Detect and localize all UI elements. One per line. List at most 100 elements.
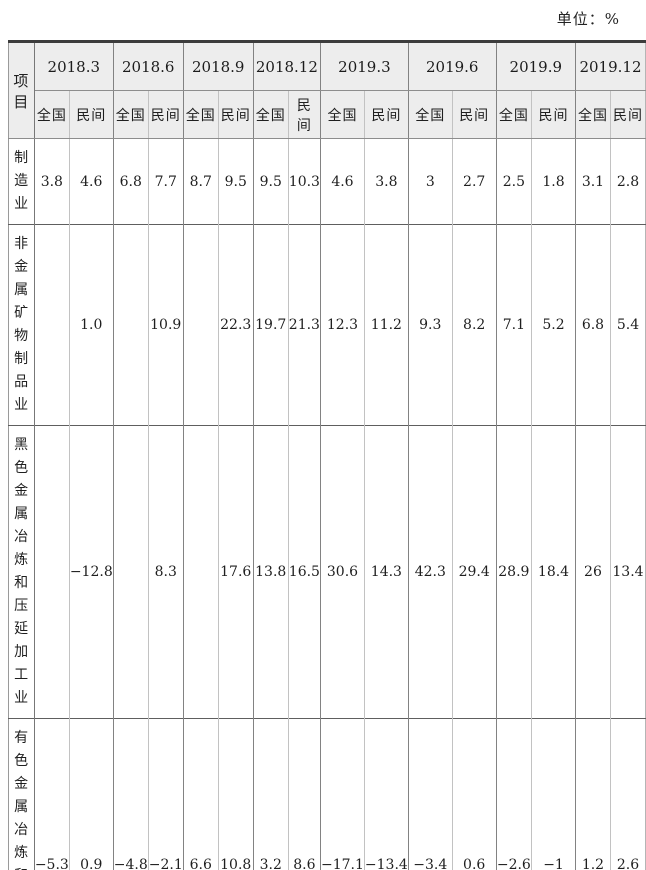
cell-value: 2.6 bbox=[609, 718, 646, 870]
cell-value: 13.4 bbox=[609, 425, 646, 719]
unit-label: 单位：% bbox=[556, 10, 620, 28]
cell-value: 30.6 bbox=[320, 425, 365, 719]
period-header: 2018.9 bbox=[182, 41, 254, 91]
cell-value: 3 bbox=[407, 138, 453, 225]
subheader-national: 全国 bbox=[252, 90, 289, 139]
subheader-private: 民间 bbox=[363, 90, 409, 139]
cell-value: −4.8 bbox=[112, 718, 149, 870]
period-header: 2019.3 bbox=[320, 41, 409, 91]
cell-value: 18.4 bbox=[531, 425, 576, 719]
cell-value: −17.1 bbox=[320, 718, 365, 870]
cell-value: −12.8 bbox=[68, 425, 114, 719]
table-row: 制造业 3.8 4.6 6.8 7.7 8.7 9.5 9.5 10.3 4.6 3.8 3 2.7 2.… bbox=[8, 138, 646, 225]
cell-value: 5.4 bbox=[609, 224, 646, 426]
cell-value: −2.6 bbox=[495, 718, 532, 870]
cell-value: 0.9 bbox=[68, 718, 114, 870]
subheader-private: 民间 bbox=[609, 90, 646, 139]
table-row: 有色金属 冶炼和压 延加工业−5.30.9−4.8−2.16.610.83.28… bbox=[8, 718, 646, 870]
cell-value: 3.8 bbox=[363, 138, 409, 225]
cell-value: 2.7 bbox=[451, 138, 497, 225]
cell-value: 7.7 bbox=[147, 138, 184, 225]
cell-value: 5.2 bbox=[531, 224, 576, 426]
cell-value: 0.6 bbox=[451, 718, 497, 870]
period-header: 2018.6 bbox=[112, 41, 184, 91]
cell-value: 2.5 bbox=[495, 138, 532, 225]
cell-value: 9.5 bbox=[252, 138, 289, 225]
subheader-private: 民间 bbox=[217, 90, 254, 139]
cell-value: 19.7 bbox=[252, 224, 289, 426]
subheader-national: 全国 bbox=[574, 90, 611, 139]
cell-value: 10.3 bbox=[287, 138, 321, 225]
cell-value: 1.0 bbox=[68, 224, 114, 426]
cell-value bbox=[33, 425, 70, 719]
cell-value: 10.9 bbox=[147, 224, 184, 426]
subheader-private: 民间 bbox=[451, 90, 497, 139]
table-header: 项目 2018.3 2018.6 2018.9 2018.12 2019.3 2019.6… bbox=[8, 41, 646, 139]
cell-value: 1.8 bbox=[531, 138, 576, 225]
cell-value: 10.8 bbox=[217, 718, 254, 870]
corner-header: 项目 bbox=[8, 41, 35, 139]
cell-value: 6.8 bbox=[574, 224, 611, 426]
cell-value: 13.8 bbox=[252, 425, 289, 719]
cell-value: 21.3 bbox=[287, 224, 321, 426]
table-row: 非金属矿 物制 品业 1.0 10.9 22.3 19.7 21.3 12.3 11.2 9.3… bbox=[8, 224, 646, 426]
cell-value bbox=[112, 425, 149, 719]
subheader-national: 全国 bbox=[407, 90, 453, 139]
period-header: 2018.3 bbox=[33, 41, 114, 91]
subheader-national: 全国 bbox=[495, 90, 532, 139]
row-label: 黑色金属 冶炼和压 延加工业 bbox=[8, 425, 35, 719]
cell-value: 4.6 bbox=[320, 138, 365, 225]
cell-value: 42.3 bbox=[407, 425, 453, 719]
subheader-row: 全国 民间 全国 民间 全国 民间 全国 民间 全国 民间 全国 民间 全国 民间 全国 民间 bbox=[9, 90, 646, 139]
cell-value: 12.3 bbox=[320, 224, 365, 426]
cell-value: 11.2 bbox=[363, 224, 409, 426]
cell-value: 16.5 bbox=[287, 425, 321, 719]
statistics-table: 项目 2018.3 2018.6 2018.9 2018.12 2019.3 2019.6… bbox=[8, 40, 646, 870]
cell-value: 26 bbox=[574, 425, 611, 719]
cell-value: 8.7 bbox=[182, 138, 219, 225]
cell-value: 28.9 bbox=[495, 425, 532, 719]
cell-value: 3.8 bbox=[33, 138, 70, 225]
cell-value: 8.6 bbox=[287, 718, 321, 870]
cell-value: −3.4 bbox=[407, 718, 453, 870]
cell-value: −1 bbox=[531, 718, 576, 870]
subheader-private: 民间 bbox=[68, 90, 114, 139]
subheader-private: 民间 bbox=[287, 90, 321, 139]
cell-value: 9.5 bbox=[217, 138, 254, 225]
period-header: 2019.6 bbox=[407, 41, 497, 91]
cell-value bbox=[112, 224, 149, 426]
period-row: 项目 2018.3 2018.6 2018.9 2018.12 2019.3 2019.6… bbox=[8, 41, 646, 139]
row-label: 非金属矿 物制 品业 bbox=[8, 224, 35, 426]
cell-value: −2.1 bbox=[147, 718, 184, 870]
subheader-national: 全国 bbox=[33, 90, 70, 139]
cell-value: −5.3 bbox=[33, 718, 70, 870]
cell-value: 9.3 bbox=[407, 224, 453, 426]
cell-value: 4.6 bbox=[68, 138, 114, 225]
row-label: 有色金属 冶炼和压 延加工业 bbox=[8, 718, 35, 870]
subheader-private: 民间 bbox=[531, 90, 576, 139]
cell-value: 17.6 bbox=[217, 425, 254, 719]
period-header: 2019.12 bbox=[574, 41, 646, 91]
cell-value: 29.4 bbox=[451, 425, 497, 719]
cell-value: 3.1 bbox=[574, 138, 611, 225]
period-header: 2018.12 bbox=[252, 41, 321, 91]
cell-value bbox=[182, 425, 219, 719]
subheader-national: 全国 bbox=[182, 90, 219, 139]
period-header: 2019.9 bbox=[495, 41, 576, 91]
cell-value: 8.3 bbox=[147, 425, 184, 719]
cell-value: 3.2 bbox=[252, 718, 289, 870]
cell-value: 2.8 bbox=[609, 138, 646, 225]
table-body: 制造业 3.8 4.6 6.8 7.7 8.7 9.5 9.5 10.3 4.6 3.8 3 2.7 2.… bbox=[8, 138, 646, 870]
table-row: 黑色金属 冶炼和压 延加工业 −12.8 8.3 17.6 13.8 16.5 30.6 14… bbox=[8, 425, 646, 719]
row-label: 制造业 bbox=[8, 138, 35, 225]
cell-value: 1.2 bbox=[574, 718, 611, 870]
cell-value: 6.6 bbox=[182, 718, 219, 870]
subheader-national: 全国 bbox=[112, 90, 149, 139]
cell-value: 22.3 bbox=[217, 224, 254, 426]
cell-value: 6.8 bbox=[112, 138, 149, 225]
cell-value bbox=[182, 224, 219, 426]
cell-value: −13.4 bbox=[363, 718, 409, 870]
cell-value: 7.1 bbox=[495, 224, 532, 426]
subheader-private: 民间 bbox=[147, 90, 184, 139]
